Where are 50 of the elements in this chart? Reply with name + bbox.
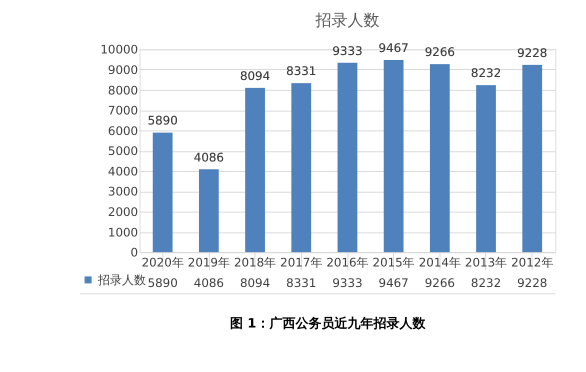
annotation: 9333 bbox=[332, 44, 363, 58]
bar bbox=[338, 62, 358, 252]
data-label: 8232 bbox=[470, 276, 502, 290]
y-tick-label: 8000 bbox=[108, 83, 138, 98]
annotation: 9467 bbox=[378, 41, 409, 56]
x-tick-label: 2018年 bbox=[234, 256, 276, 270]
y-tick-label: 4000 bbox=[108, 164, 138, 178]
data-label: 5890 bbox=[148, 276, 178, 290]
y-tick-label: 2000 bbox=[108, 205, 138, 220]
data-label: 9228 bbox=[517, 276, 548, 290]
annotation: 4086 bbox=[194, 150, 224, 164]
data-label: 8094 bbox=[240, 276, 270, 290]
y-tick-label: 9000 bbox=[108, 62, 138, 77]
data-label: 8331 bbox=[286, 276, 316, 290]
y-tick-label: 10000 bbox=[100, 42, 138, 57]
legend-label: 招录人数 bbox=[96, 272, 146, 287]
y-tick-label: 7000 bbox=[108, 104, 138, 118]
bar bbox=[522, 64, 542, 252]
bar bbox=[245, 88, 265, 252]
y-tick-label: 5000 bbox=[108, 144, 138, 158]
annotation: 8094 bbox=[240, 69, 270, 84]
y-tick-label: 6000 bbox=[108, 124, 138, 138]
y-tick-label: 0 bbox=[130, 246, 138, 260]
bar bbox=[152, 132, 173, 252]
annotation: 9266 bbox=[424, 45, 455, 60]
bar bbox=[430, 64, 450, 252]
x-tick-label: 2017年 bbox=[280, 256, 322, 270]
annotation: 5890 bbox=[148, 114, 178, 128]
bar bbox=[291, 83, 312, 252]
bar bbox=[384, 60, 404, 252]
x-tick-label: 2020年 bbox=[142, 256, 184, 270]
data-label: 4086 bbox=[194, 276, 224, 290]
caption: 图 1：广西公务员近九年招录人数 bbox=[230, 315, 426, 332]
bar bbox=[476, 85, 496, 252]
x-tick-label: 2014年 bbox=[418, 256, 461, 270]
chart-title: 招录人数 bbox=[314, 10, 380, 30]
annotation: 8232 bbox=[470, 66, 502, 80]
x-tick-label: 2012年 bbox=[511, 256, 554, 270]
annotation: 8331 bbox=[286, 64, 316, 78]
x-tick-label: 2015年 bbox=[372, 256, 415, 270]
data-label: 9333 bbox=[332, 276, 363, 290]
x-tick-label: 2013年 bbox=[464, 256, 508, 270]
bar bbox=[198, 169, 219, 252]
y-tick-label: 3000 bbox=[108, 184, 138, 199]
annotation: 9228 bbox=[517, 46, 548, 60]
x-tick-label: 2016年 bbox=[326, 256, 369, 270]
y-tick-label: 1000 bbox=[108, 225, 138, 240]
data-label: 9467 bbox=[378, 276, 409, 290]
x-tick-label: 2019年 bbox=[188, 256, 230, 270]
data-label: 9266 bbox=[424, 276, 455, 290]
